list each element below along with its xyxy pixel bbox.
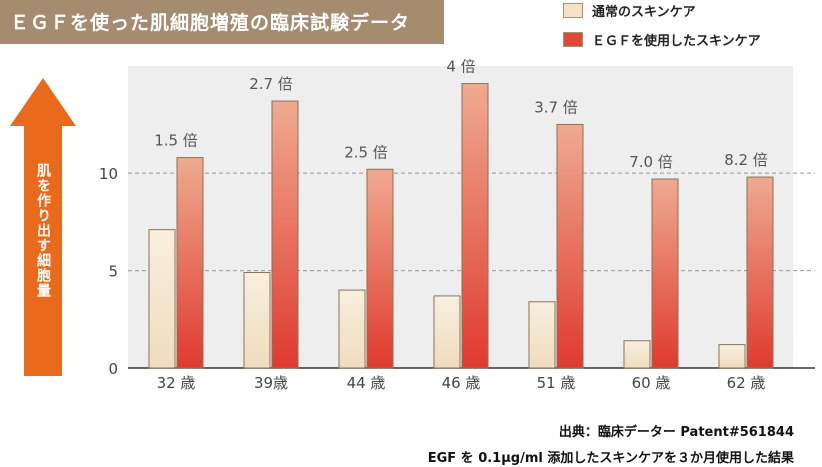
up-arrow-icon	[10, 78, 76, 376]
bar-normal	[528, 301, 556, 369]
legend-swatch-normal	[563, 2, 583, 18]
title-bar: ＥＧＦを使った肌細胞増殖の臨床試験データ	[0, 0, 444, 44]
y-tick-label: 10	[99, 165, 118, 183]
y-axis-label: 肌を作り出す細胞量	[35, 163, 51, 298]
ratio-label: 3.7 倍	[534, 98, 578, 116]
ratio-label: 4 倍	[446, 58, 475, 76]
bar-egf	[176, 157, 204, 369]
bar-normal	[623, 340, 651, 369]
legend-item-egf: ＥＧＦを使用したスキンケア	[563, 29, 761, 49]
legend-label-normal: 通常のスキンケア	[592, 4, 696, 20]
bar-normal	[338, 289, 366, 369]
x-tick-label: 46 歳	[442, 374, 481, 392]
bar-egf	[746, 176, 774, 369]
source-note: 出典：臨床データー Patent#561844	[558, 425, 794, 440]
x-tick-label: 32 歳	[157, 374, 196, 392]
bar-normal	[148, 229, 176, 369]
legend-item-normal: 通常のスキンケア	[563, 0, 696, 20]
x-tick-label: 51 歳	[537, 374, 576, 392]
bar-egf	[366, 168, 394, 369]
legend-swatch-egf	[563, 31, 583, 47]
x-tick-label: 44 歳	[347, 374, 386, 392]
ratio-label: 7.0 倍	[629, 153, 673, 171]
y-tick-label: 5	[108, 263, 118, 281]
bar-egf	[556, 123, 584, 369]
ratio-label: 2.7 倍	[249, 75, 293, 93]
bar-egf	[461, 83, 489, 369]
ratio-label: 2.5 倍	[344, 143, 388, 161]
chart-title: ＥＧＦを使った肌細胞増殖の臨床試験データ	[10, 12, 411, 34]
legend-label-egf: ＥＧＦを使用したスキンケア	[592, 33, 761, 49]
bar-normal	[433, 295, 461, 369]
y-tick-label: 0	[108, 360, 118, 378]
x-tick-label: 39歳	[254, 374, 288, 392]
x-tick-label: 62 歳	[727, 374, 766, 392]
bar-egf	[271, 100, 299, 369]
ratio-label: 1.5 倍	[154, 132, 198, 150]
bar-normal	[718, 344, 746, 369]
bar-normal	[243, 272, 271, 369]
bar-egf	[651, 178, 679, 369]
ratio-label: 8.2 倍	[724, 151, 768, 169]
method-note: EGF を 0.1µg/ml 添加したスキンケアを３か月使用した結果	[427, 451, 794, 466]
x-tick-label: 60 歳	[632, 374, 671, 392]
